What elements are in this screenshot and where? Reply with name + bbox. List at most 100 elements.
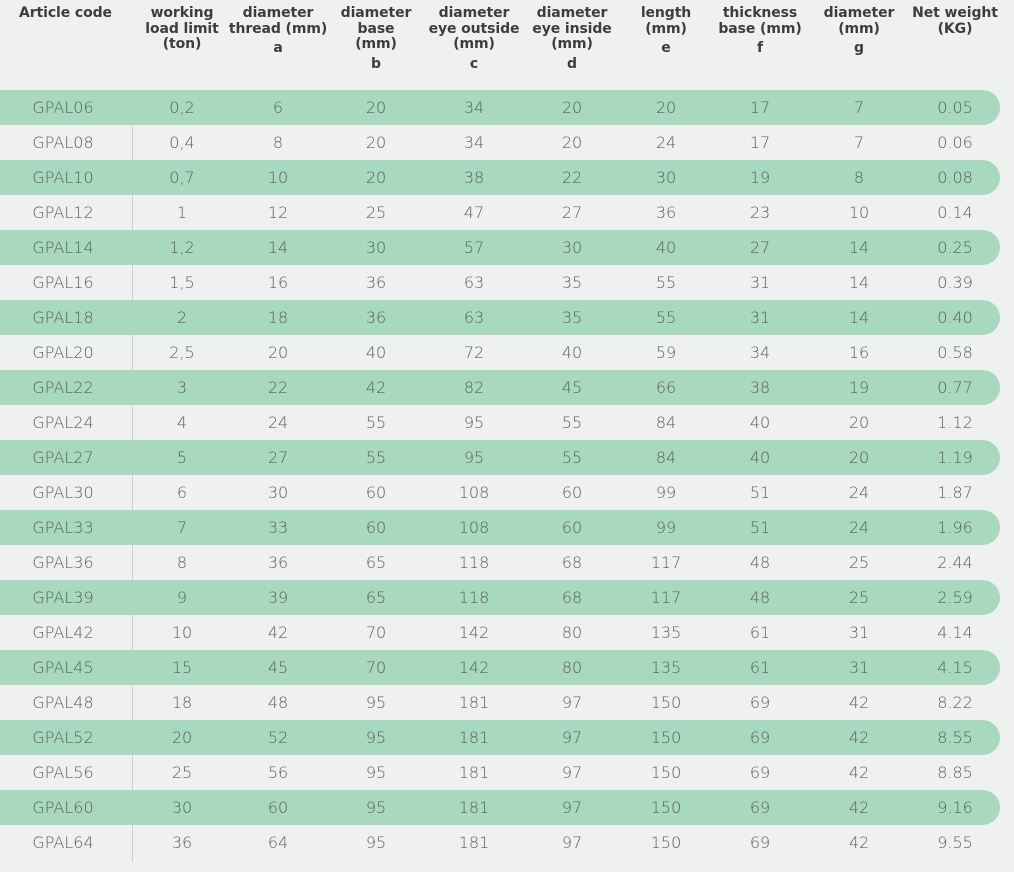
cell-thickness-base: 40 [749,448,771,467]
cell-thickness-base: 40 [749,413,771,432]
cell-thickness-base: 69 [749,798,771,817]
cell-net-weight: 8.22 [937,693,973,712]
cell-thickness-base: 48 [749,553,771,572]
table-header: Article code working load limit (ton) diamet… [0,0,1014,90]
cell-thickness-base: 31 [749,308,771,327]
cell-diameter-base: 65 [365,588,387,607]
cell-diameter-eye-outside: 142 [458,623,490,642]
cell-net-weight: 1.12 [937,413,973,432]
cell-thickness-base: 17 [749,98,771,117]
cell-working-load-limit: 2 [176,308,188,327]
cell-diameter-eye-outside: 63 [463,308,485,327]
cell-diameter-eye-outside: 108 [458,483,490,502]
header-line: length [640,5,692,21]
cell-length: 150 [650,763,682,782]
table-body: GPAL06 0,2 6 20 34 20 20 17 7 0.05 GPAL08 0,4 8 20 34 2… [0,90,1014,860]
cell-diameter-thread: 36 [267,553,289,572]
header-line: diameter [438,5,510,21]
cell-working-load-limit: 8 [176,553,188,572]
header-line: diameter [340,5,412,21]
cell-net-weight: 1.87 [937,483,973,502]
header-diameter-eye-outside: diameter eye outside (mm) c [424,5,524,72]
cell-article-code: GPAL60 [32,798,94,817]
cell-diameter-thread: 12 [267,203,289,222]
cell-net-weight: 0.77 [937,378,973,397]
header-dimension-letter: d [567,55,577,72]
cell-working-load-limit: 10 [171,623,193,642]
table-row: GPAL27 5 27 55 95 55 84 40 20 1.19 [0,440,1000,475]
cell-diameter-eye-outside: 63 [463,273,485,292]
cell-net-weight: 0.25 [937,238,973,257]
cell-working-load-limit: 36 [171,833,193,852]
cell-thickness-base: 69 [749,728,771,747]
cell-diameter-g: 24 [848,518,870,537]
cell-diameter-thread: 52 [267,728,289,747]
cell-net-weight: 2.59 [937,588,973,607]
cell-diameter-thread: 22 [267,378,289,397]
cell-working-load-limit: 1,5 [169,273,195,292]
cell-diameter-g: 42 [848,833,870,852]
table-row: GPAL48 18 48 95 181 97 150 69 42 8.22 [0,685,1000,720]
cell-diameter-eye-inside: 20 [561,98,583,117]
cell-diameter-eye-inside: 40 [561,343,583,362]
table-row: GPAL64 36 64 95 181 97 150 69 42 9.55 [0,825,1000,860]
cell-thickness-base: 38 [749,378,771,397]
cell-diameter-base: 25 [365,203,387,222]
cell-diameter-eye-outside: 57 [463,238,485,257]
cell-working-load-limit: 1 [176,203,188,222]
cell-diameter-g: 31 [848,658,870,677]
cell-thickness-base: 51 [749,518,771,537]
cell-diameter-eye-inside: 30 [561,238,583,257]
table-row: GPAL20 2,5 20 40 72 40 59 34 16 0.58 [0,335,1000,370]
cell-diameter-eye-inside: 97 [561,693,583,712]
cell-diameter-thread: 16 [267,273,289,292]
cell-diameter-eye-inside: 68 [561,553,583,572]
cell-diameter-thread: 56 [267,763,289,782]
table-row: GPAL30 6 30 60 108 60 99 51 24 1.87 [0,475,1000,510]
cell-net-weight: 2.44 [937,553,973,572]
cell-article-code: GPAL56 [32,763,94,782]
table-row: GPAL18 2 18 36 63 35 55 31 14 0.40 [0,300,1000,335]
cell-diameter-eye-inside: 35 [561,308,583,327]
cell-diameter-base: 95 [365,833,387,852]
cell-thickness-base: 34 [749,343,771,362]
cell-diameter-eye-outside: 118 [458,553,490,572]
cell-diameter-thread: 6 [272,98,284,117]
cell-diameter-g: 8 [853,168,865,187]
cell-diameter-eye-inside: 97 [561,763,583,782]
cell-article-code: GPAL39 [32,588,94,607]
cell-diameter-g: 7 [853,98,865,117]
cell-article-code: GPAL33 [32,518,94,537]
cell-diameter-g: 16 [848,343,870,362]
cell-diameter-g: 10 [848,203,870,222]
cell-diameter-g: 24 [848,483,870,502]
header-net-weight: Net weight (KG) [905,5,1005,37]
table-row: GPAL22 3 22 42 82 45 66 38 19 0.77 [0,370,1000,405]
cell-diameter-thread: 20 [267,343,289,362]
cell-net-weight: 9.16 [937,798,973,817]
cell-diameter-g: 42 [848,693,870,712]
cell-article-code: GPAL27 [32,448,94,467]
cell-diameter-thread: 8 [272,133,284,152]
cell-working-load-limit: 0,2 [169,98,195,117]
cell-diameter-base: 95 [365,763,387,782]
cell-diameter-eye-outside: 47 [463,203,485,222]
cell-diameter-g: 20 [848,448,870,467]
cell-diameter-thread: 33 [267,518,289,537]
cell-diameter-g: 25 [848,553,870,572]
cell-article-code: GPAL22 [32,378,94,397]
cell-working-load-limit: 30 [171,798,193,817]
header-dimension-letter: c [469,55,479,72]
cell-diameter-eye-outside: 108 [458,518,490,537]
cell-diameter-thread: 14 [267,238,289,257]
header-line: (mm) [838,20,880,37]
cell-article-code: GPAL48 [32,693,94,712]
cell-working-load-limit: 25 [171,763,193,782]
table-row: GPAL36 8 36 65 118 68 117 48 25 2.44 [0,545,1000,580]
cell-length: 135 [650,658,682,677]
header-dimension-letter: g [854,40,864,56]
table-row: GPAL52 20 52 95 181 97 150 69 42 8.55 [0,720,1000,755]
header-line: working [150,5,214,21]
cell-diameter-thread: 48 [267,693,289,712]
cell-working-load-limit: 5 [176,448,188,467]
